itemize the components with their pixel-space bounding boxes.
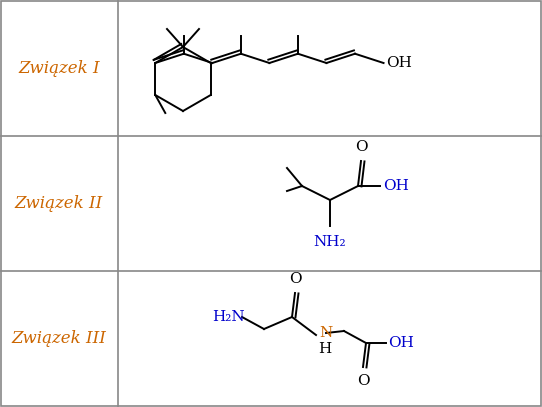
Text: H₂N: H₂N — [212, 310, 244, 324]
Text: OH: OH — [386, 56, 412, 70]
Text: Związek I: Związek I — [18, 60, 100, 77]
Text: N: N — [319, 326, 332, 340]
Text: O: O — [289, 272, 301, 286]
Text: Związek II: Związek II — [15, 195, 103, 212]
Text: H: H — [318, 342, 331, 356]
Text: NH₂: NH₂ — [314, 235, 346, 249]
Text: OH: OH — [383, 179, 409, 193]
Text: Związek III: Związek III — [11, 330, 106, 347]
Text: OH: OH — [388, 336, 414, 350]
Text: O: O — [357, 374, 369, 388]
Text: O: O — [354, 140, 367, 154]
